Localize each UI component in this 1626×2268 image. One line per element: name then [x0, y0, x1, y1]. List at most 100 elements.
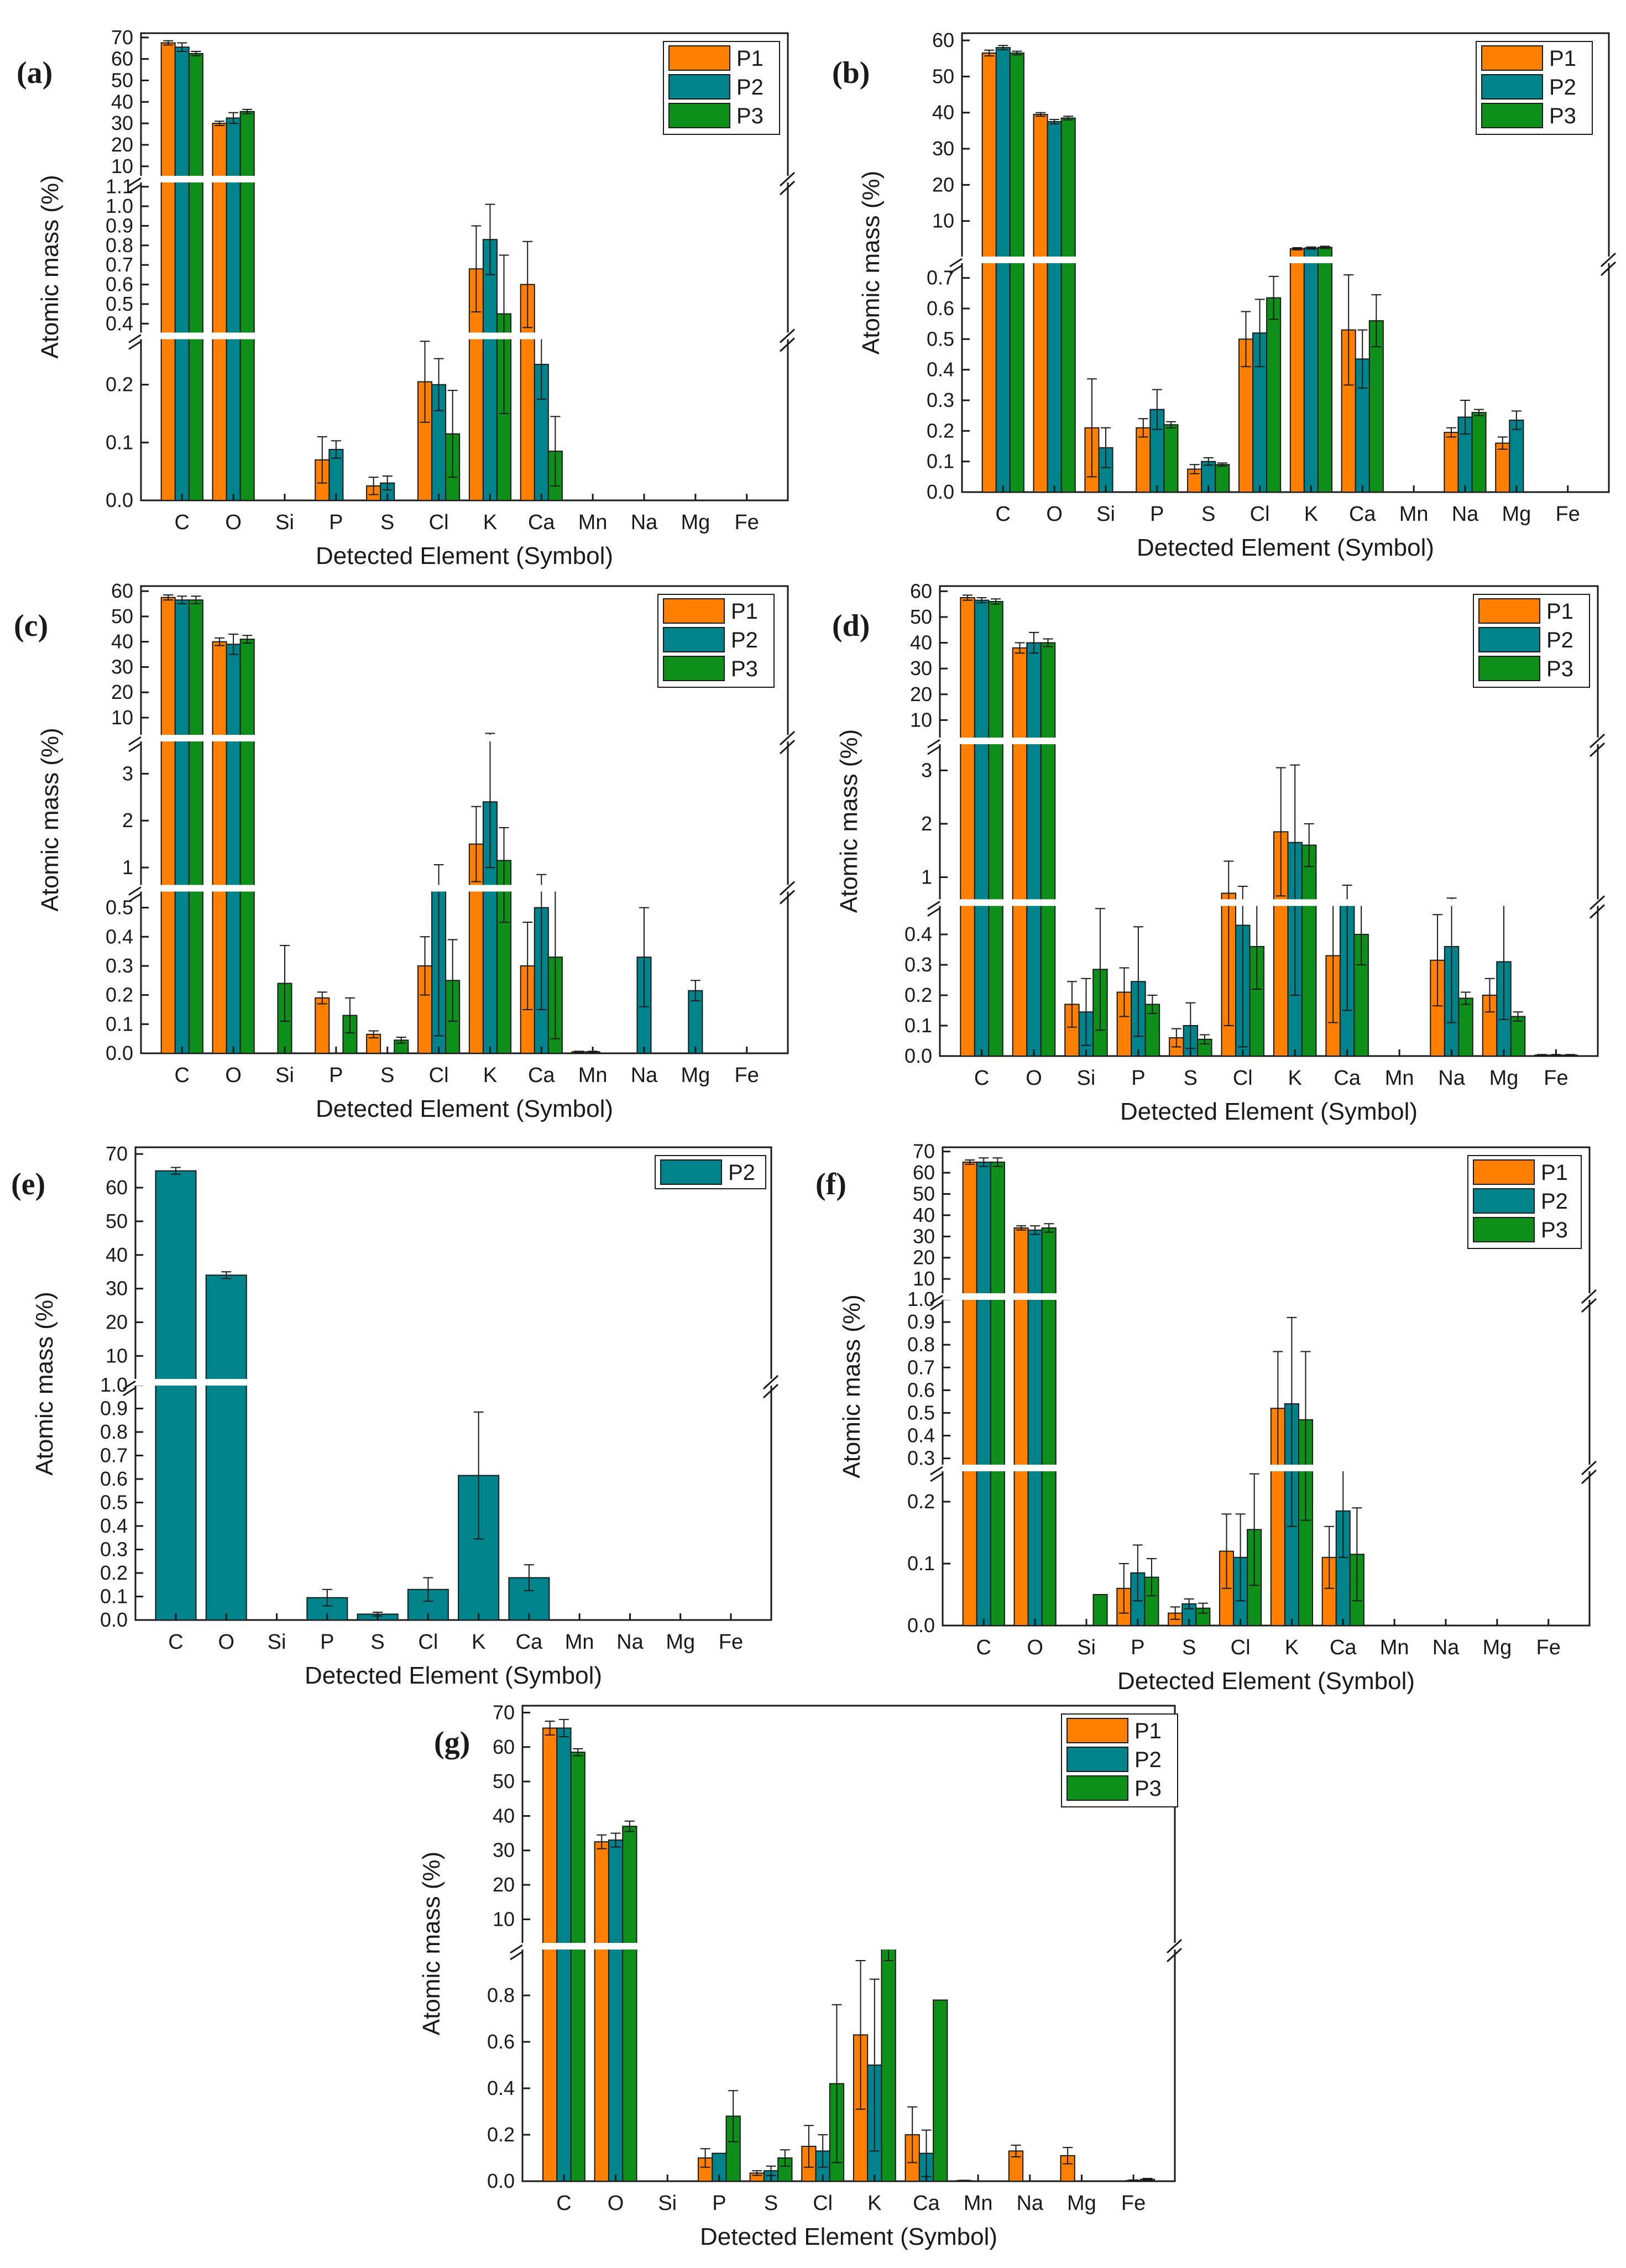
- bar-P2-C: [976, 1161, 991, 1626]
- y-tick-label: 70: [111, 26, 133, 49]
- bar-P1-K: [1289, 248, 1305, 493]
- bar-P1-O: [594, 1841, 609, 2182]
- y-tick-label: 0.2: [106, 984, 133, 1006]
- x-tick-label-Fe: Fe: [735, 511, 759, 534]
- y-tick-label: 3: [921, 759, 932, 781]
- axis-break-gap: [132, 1379, 775, 1386]
- y-tick-label: 10: [106, 1344, 128, 1367]
- y-tick-label: 20: [932, 173, 954, 196]
- x-axis-title: Detected Element (Symbol): [316, 542, 613, 569]
- legend-label-P3: P3: [1134, 1776, 1162, 1801]
- y-tick-label: 0.2: [907, 1490, 935, 1513]
- chart-panel-f: 0.0 0.1 0.2 0.30.40.50.60.70.80.91.01020304…: [815, 1140, 1597, 1695]
- chart-panel-b: 0.0 0.1 0.2 0.3 0.4 0.5 0.6 0.7 10 20 30 40 50 60 C O Si…: [832, 29, 1617, 561]
- axis-break-gap: [959, 257, 1612, 263]
- x-tick-label-O: O: [225, 511, 242, 534]
- x-tick-label-Si: Si: [1077, 1067, 1096, 1090]
- legend-label-P2: P2: [1134, 1748, 1162, 1772]
- x-tick-label-O: O: [608, 2192, 624, 2215]
- bar-P1-C: [542, 1727, 558, 2182]
- x-tick-label-Na: Na: [1452, 503, 1479, 526]
- y-tick-label: 0.5: [100, 1491, 128, 1514]
- axis-break-mark-right: [1600, 252, 1617, 276]
- axis-break-mark-right: [1581, 1289, 1597, 1313]
- x-tick-label-K: K: [1285, 1636, 1299, 1659]
- y-tick-label: 0.8: [106, 234, 133, 257]
- axis-break-gap: [937, 738, 1601, 744]
- y-tick-label: 0.6: [927, 297, 954, 320]
- plot-frame: [942, 1146, 1591, 1627]
- legend-swatch-P3: [663, 656, 725, 681]
- legend-label-P1: P1: [731, 599, 758, 624]
- axis-break-mark-left: [128, 736, 142, 752]
- axis-break-gap: [138, 176, 791, 182]
- bar-P1-Mg: [1495, 442, 1510, 493]
- legend-swatch-P2: [668, 74, 730, 100]
- bar-P1-C: [962, 1161, 977, 1626]
- y-tick-label: 60: [111, 579, 133, 602]
- y-tick-label: 0.0: [905, 1044, 932, 1067]
- legend-swatch-P3: [1481, 103, 1543, 128]
- x-tick-label-S: S: [380, 1064, 394, 1087]
- axis-break-mark-right: [1166, 1938, 1183, 1963]
- axis-break-mark-right: [1581, 1460, 1597, 1485]
- x-tick-label-Ca: Ca: [528, 511, 555, 534]
- x-axis-title: Detected Element (Symbol): [1120, 1098, 1418, 1125]
- axis-break-gap: [519, 1943, 1178, 1950]
- y-tick-label: 0.1: [907, 1552, 935, 1575]
- x-tick-label-K: K: [1288, 1067, 1302, 1090]
- legend-swatch-P3: [1473, 1217, 1535, 1242]
- bar-P3-C: [990, 1161, 1005, 1626]
- x-axis-title: Detected Element (Symbol): [700, 2223, 997, 2250]
- y-tick-label: 50: [910, 605, 932, 628]
- bar-P3-Cl: [1266, 297, 1282, 493]
- y-tick-label: 30: [913, 1225, 935, 1247]
- panel-label: (a): [17, 56, 53, 90]
- legend-swatch-P2: [1478, 627, 1540, 652]
- x-tick-label-Mn: Mn: [578, 511, 608, 534]
- y-tick-label: 0.0: [907, 1614, 935, 1637]
- panel-label: (d): [832, 609, 870, 643]
- bar-P1-C: [160, 42, 176, 501]
- y-tick-label: 0.2: [106, 373, 133, 396]
- x-tick-label-Ca: Ca: [1349, 503, 1376, 526]
- y-axis-title: Atomic mass (%): [31, 1292, 58, 1475]
- y-tick-label: 0.4: [927, 358, 954, 381]
- bar-P2-O: [1026, 642, 1042, 1057]
- panel-label: (e): [11, 1167, 45, 1201]
- x-tick-label-Cl: Cl: [418, 1631, 438, 1654]
- x-tick-label-Mn: Mn: [964, 2192, 993, 2215]
- y-tick-label: 30: [111, 655, 133, 678]
- y-tick-label: 40: [913, 1204, 935, 1226]
- y-tick-label: 10: [910, 708, 932, 731]
- y-tick-label: 1.1: [106, 175, 133, 198]
- x-tick-label-Mn: Mn: [1380, 1636, 1409, 1659]
- x-tick-label-K: K: [867, 2192, 881, 2215]
- y-tick-label: 0.3: [106, 954, 133, 977]
- x-tick-label-S: S: [380, 511, 394, 534]
- y-tick-label: 0.5: [927, 327, 954, 350]
- x-tick-label-Na: Na: [616, 1631, 644, 1654]
- x-tick-label-S: S: [1182, 1636, 1196, 1659]
- bar-P3-Ca: [933, 1999, 948, 2182]
- x-tick-label-C: C: [175, 1064, 190, 1087]
- x-tick-label-C: C: [996, 503, 1011, 526]
- bar-P2-C: [995, 47, 1011, 493]
- x-tick-label-Na: Na: [1438, 1067, 1465, 1090]
- y-tick-label: 20: [910, 683, 932, 706]
- bar-P3-Si: [1092, 1594, 1108, 1626]
- panel-label: (b): [832, 56, 870, 90]
- axis-break-gap: [138, 885, 791, 892]
- bar-P1-O: [1033, 113, 1048, 493]
- y-tick-label: 30: [932, 137, 954, 160]
- y-tick-label: 10: [493, 1908, 515, 1930]
- axis-break-mark-right: [1589, 733, 1606, 757]
- bar-P3-C: [1009, 52, 1024, 493]
- x-tick-label-S: S: [370, 1631, 384, 1654]
- y-tick-label: 10: [913, 1267, 935, 1290]
- y-tick-label: 0.4: [905, 923, 932, 945]
- x-tick-label-Mg: Mg: [681, 511, 710, 534]
- legend-label-P1: P1: [1546, 599, 1573, 624]
